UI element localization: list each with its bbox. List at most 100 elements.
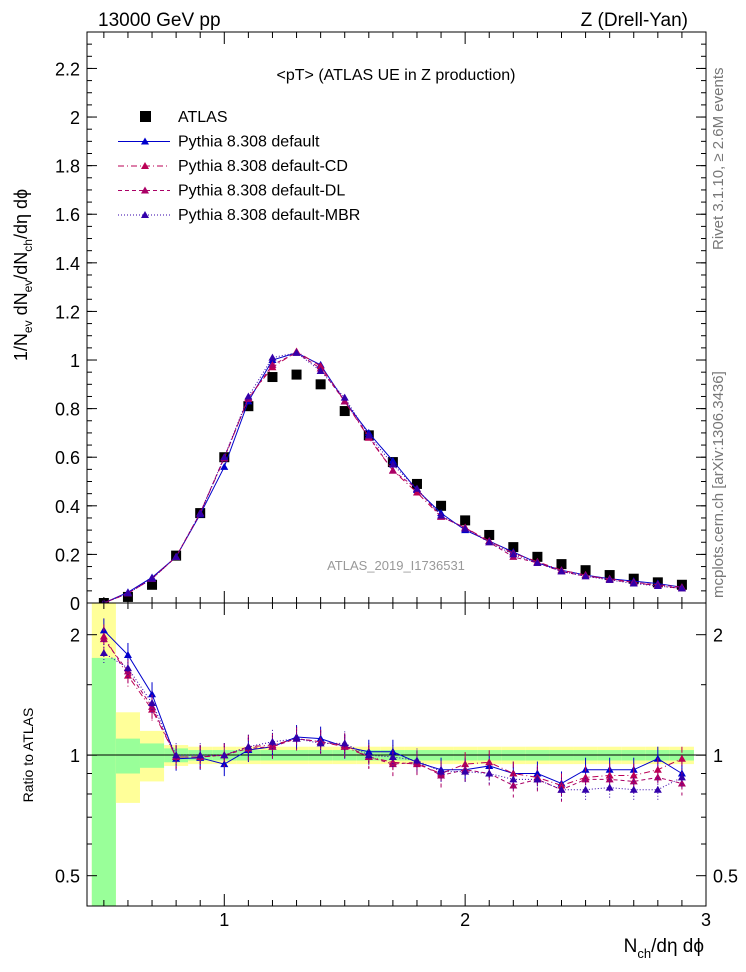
data-point-atlas [436, 500, 447, 511]
data-point-mc [268, 360, 277, 368]
legend-entry-label: Pythia 8.308 default-DL [178, 183, 345, 200]
data-point-atlas [460, 515, 471, 526]
ratio-point [316, 739, 325, 747]
legend-marker [141, 137, 149, 145]
rivet-side-label: Rivet 3.1.10, ≥ 2.6M events [710, 68, 727, 251]
data-point-mc [533, 558, 542, 566]
ratio-point [123, 664, 132, 672]
data-point-atlas [411, 478, 422, 489]
x-tick-label: 3 [701, 910, 711, 930]
data-point-mc [340, 397, 349, 405]
data-point-mc [244, 392, 253, 400]
data-point-mc [485, 538, 494, 546]
ratio-point [461, 767, 470, 775]
ratio-point [485, 769, 494, 777]
ratio-point [557, 785, 566, 793]
data-point-mc [605, 575, 614, 583]
data-point-mc [316, 366, 325, 374]
y-tick-label: 1.4 [55, 254, 80, 274]
y-tick-label: 0.4 [55, 497, 80, 517]
data-point-atlas [339, 406, 350, 417]
ratio-point [340, 739, 349, 747]
ratio-band-inner [91, 657, 116, 906]
ratio-y-tick-label-right: 2 [713, 626, 723, 646]
y-tick-label: 2 [70, 108, 80, 128]
data-point-mc [268, 353, 277, 361]
data-point-mc [629, 579, 638, 587]
data-point-mc [412, 484, 421, 492]
data-point-atlas [291, 369, 302, 380]
data-point-mc [220, 453, 229, 461]
legend-entry-label: Pythia 8.308 default-CD [178, 158, 348, 175]
ratio-point [148, 699, 157, 707]
ratio-point [364, 751, 373, 759]
y-tick-label: 0.2 [55, 545, 80, 565]
ratio-point [244, 742, 253, 750]
data-point-atlas [315, 379, 326, 390]
y-tick-label: 1.6 [55, 205, 80, 225]
y-tick-label: 0.6 [55, 448, 80, 468]
ratio-point [653, 785, 662, 793]
mcplots-side-label: mcplots.cern.ch [arXiv:1306.3436] [710, 371, 727, 598]
ratio-point [509, 781, 518, 789]
legend-entry-label: Pythia 8.308 default-MBR [178, 207, 360, 224]
legend-marker [141, 162, 149, 169]
ratio-point [268, 742, 277, 750]
data-point-mc [292, 348, 301, 356]
ratio-point [148, 690, 157, 698]
x-tick-label: 1 [219, 910, 229, 930]
data-point-mc [581, 572, 590, 580]
main-y-axis-label: 1/Nev dNev/dNch/dη dϕ [11, 189, 35, 361]
ratio-point [605, 783, 614, 791]
ratio-panel-frame [86, 602, 707, 907]
ratio-y-axis-label: Ratio to ATLAS [20, 708, 36, 803]
x-tick-label: 2 [460, 910, 470, 930]
ratio-point [412, 756, 421, 764]
ratio-y-tick-label: 2 [70, 626, 80, 646]
data-point-mc [388, 456, 397, 464]
y-tick-label: 1.8 [55, 157, 80, 177]
data-point-mc [196, 509, 205, 517]
ratio-point [292, 734, 301, 742]
data-point-mc [340, 393, 349, 401]
data-point-atlas [147, 579, 158, 590]
legend-marker [140, 111, 151, 122]
y-tick-label: 0.8 [55, 400, 80, 420]
y-tick-label: 0 [70, 594, 80, 614]
x-axis-label: Nch/dη dϕ [624, 936, 704, 961]
ratio-band-inner [139, 743, 165, 768]
data-point-atlas [556, 559, 567, 570]
ratio-point [533, 769, 542, 777]
ratio-point [629, 771, 638, 779]
y-tick-label: 2.2 [55, 59, 80, 79]
ratio-point [99, 635, 108, 643]
data-point-mc [388, 466, 397, 474]
ratio-point [581, 785, 590, 793]
ratio-band-inner [115, 738, 140, 774]
ratio-point [196, 751, 205, 759]
data-point-atlas [484, 529, 495, 540]
ratio-point [581, 775, 590, 783]
data-point-atlas [532, 551, 543, 562]
ratio-point [461, 760, 470, 768]
ratio-panel: 0.5 0.5 1 1 2 2 1 2 3 [55, 602, 738, 930]
data-point-mc [557, 567, 566, 575]
main-panel: 0 0.2 0.4 0.6 0.8 1 1.2 1.4 1.6 1.8 2 2.2 <pT> (ATL… [55, 31, 707, 614]
data-point-mc [437, 511, 446, 519]
data-point-mc [461, 524, 470, 532]
ratio-point [268, 737, 277, 745]
data-point-mc [677, 584, 686, 592]
ratio-point [220, 751, 229, 759]
ratio-point [123, 650, 132, 658]
ratio-y-tick-label: 0.5 [55, 867, 80, 887]
data-point-mc [509, 550, 518, 558]
data-point-mc [220, 462, 229, 470]
data-point-mc [388, 460, 397, 468]
data-point-mc [148, 574, 157, 582]
ratio-point [677, 779, 686, 787]
data-point-atlas [243, 401, 254, 412]
data-point-atlas [580, 565, 591, 576]
ratio-point [677, 754, 686, 762]
ratio-point [388, 752, 397, 760]
